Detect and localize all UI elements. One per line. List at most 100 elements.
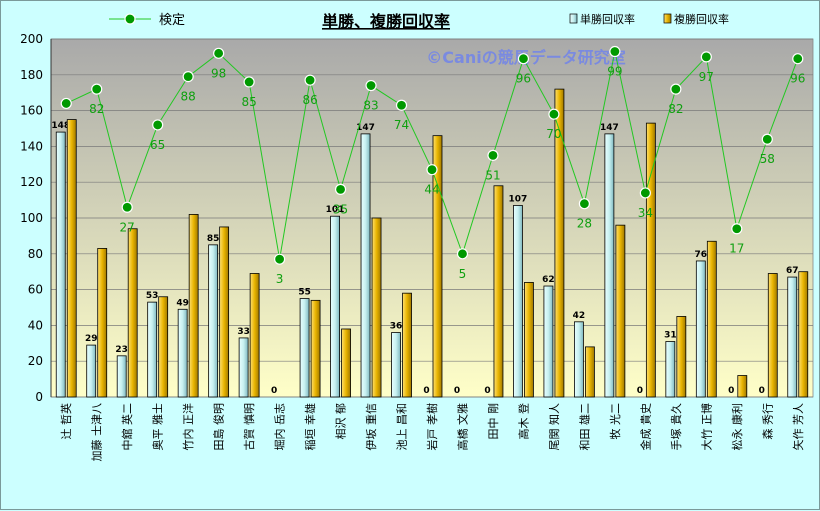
- x-tick-label: 牧 光二: [608, 403, 622, 440]
- data-label-tansho: 0: [728, 386, 734, 396]
- check-marker: [91, 83, 103, 95]
- check-label: 44: [424, 183, 439, 197]
- check-marker: [700, 51, 712, 63]
- legend-check-label: 検定: [159, 13, 185, 28]
- bar-fukusho: [645, 122, 656, 398]
- data-label-tansho: 36: [390, 322, 403, 332]
- x-tick-label: 高橋 文雅: [455, 403, 469, 451]
- y-tick-label: 200: [20, 32, 43, 46]
- check-label: 28: [577, 217, 592, 231]
- data-label-tansho: 67: [786, 266, 799, 276]
- x-tick-label: 奥平 雅士: [151, 403, 165, 451]
- data-label-tansho: 0: [271, 386, 277, 396]
- check-label: 51: [485, 168, 500, 182]
- bar-tansho: [238, 337, 249, 398]
- bar-tansho: [695, 260, 706, 398]
- bar-fukusho: [432, 135, 443, 398]
- check-marker: [243, 76, 255, 88]
- x-tick-label: 相沢 郁: [334, 403, 348, 440]
- data-label-tansho: 0: [484, 386, 490, 396]
- data-label-tansho: 33: [237, 327, 250, 337]
- data-label-tansho: 0: [759, 386, 765, 396]
- x-tick-label: 古賀 慎明: [242, 403, 256, 451]
- legend-marker-swatch: [124, 13, 136, 25]
- x-tick-label: 中舘 英二: [120, 403, 134, 451]
- check-marker: [334, 183, 347, 195]
- bar-tansho: [787, 276, 798, 398]
- bar-fukusho: [97, 248, 108, 398]
- check-label: 97: [699, 70, 714, 84]
- bar-fukusho: [188, 214, 199, 398]
- check-marker: [639, 187, 651, 199]
- check-label: 82: [668, 102, 683, 116]
- bar-fukusho: [676, 316, 687, 398]
- check-marker: [274, 253, 286, 265]
- bar-fukusho: [127, 228, 138, 398]
- x-tick-label: 加藤 士津八: [91, 403, 104, 462]
- bar-tansho: [208, 244, 219, 398]
- check-marker: [365, 79, 377, 92]
- bar-fukusho: [371, 217, 382, 398]
- y-tick-label: 80: [28, 247, 43, 261]
- data-label-tansho: 107: [509, 194, 528, 204]
- check-label: 58: [760, 152, 775, 166]
- x-tick-label: 田中 剛: [487, 403, 500, 440]
- data-label-tansho: 31: [664, 331, 677, 341]
- check-marker: [670, 83, 682, 95]
- check-label: 34: [638, 206, 653, 220]
- chart-title: 単勝、複勝回収率: [322, 12, 450, 31]
- check-label: 98: [211, 66, 226, 80]
- bar-fukusho: [585, 346, 595, 398]
- check-marker: [456, 248, 469, 260]
- data-label-tansho: 42: [573, 311, 586, 321]
- check-label: 83: [363, 99, 378, 113]
- bar-tansho: [299, 298, 310, 398]
- bar-fukusho: [341, 328, 351, 398]
- x-tick-label: 竹内 正洋: [181, 403, 195, 451]
- bar-fukusho: [66, 119, 77, 398]
- y-tick-label: 40: [28, 318, 43, 332]
- data-label-tansho: 0: [423, 386, 429, 396]
- data-label-tansho: 49: [176, 298, 189, 308]
- x-tick-label: 矢作 芳人: [791, 403, 805, 451]
- data-label-tansho: 148: [51, 121, 70, 131]
- x-tick-label: 手塚 貴久: [669, 403, 683, 451]
- legend-fukusho-label: 複勝回収率: [674, 12, 729, 26]
- bar-fukusho: [249, 273, 260, 398]
- y-tick-label: 0: [35, 390, 43, 404]
- bar-tansho: [86, 344, 97, 398]
- legend-fukusho-swatch: [663, 13, 672, 24]
- check-label: 96: [790, 72, 805, 86]
- bar-tansho: [604, 133, 615, 398]
- check-marker: [578, 198, 591, 210]
- data-label-tansho: 55: [298, 288, 311, 298]
- check-marker: [304, 74, 316, 86]
- x-tick-label: 森 秀行: [760, 403, 774, 440]
- legend-tansho-swatch: [569, 13, 578, 24]
- bar-fukusho: [767, 273, 778, 398]
- check-label: 65: [150, 138, 165, 152]
- bar-tansho: [543, 285, 554, 398]
- bar-fukusho: [402, 292, 412, 398]
- data-label-tansho: 53: [146, 291, 159, 301]
- y-tick-label: 120: [20, 175, 43, 189]
- x-axis-labels: 辻 哲英 加藤 士津八 中舘 英二 奥平 雅士 竹内 正洋 田島 俊明 古賀 慎明 堀内 岳志…: [59, 403, 805, 462]
- bar-tansho: [391, 332, 401, 398]
- data-label-tansho: 147: [600, 123, 619, 133]
- bar-fukusho: [737, 375, 748, 398]
- bar-fukusho: [798, 271, 809, 398]
- x-tick-label: 辻 哲英: [59, 403, 73, 440]
- x-tick-label: 高木 登: [516, 403, 530, 440]
- bar-tansho: [513, 205, 523, 398]
- bar-fukusho: [158, 296, 169, 398]
- x-tick-label: 堀内 岳志: [273, 403, 287, 451]
- check-marker: [792, 53, 804, 65]
- bar-fukusho: [706, 240, 717, 398]
- check-marker: [395, 99, 408, 111]
- bar-fukusho: [615, 224, 626, 398]
- x-tick-label: 伊坂 重信: [364, 403, 378, 451]
- check-marker: [213, 47, 225, 59]
